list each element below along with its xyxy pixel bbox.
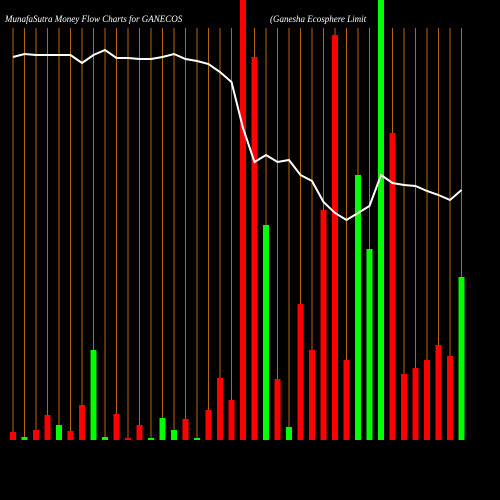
bar <box>274 379 281 440</box>
bar <box>205 410 212 440</box>
bar <box>251 57 258 440</box>
bar <box>217 378 223 440</box>
bar <box>159 418 166 440</box>
bar <box>148 438 154 440</box>
bar <box>286 427 292 440</box>
bar <box>33 430 39 440</box>
bar <box>113 414 120 440</box>
plot <box>10 0 465 440</box>
bar <box>182 419 189 440</box>
bar <box>102 437 108 440</box>
bar <box>458 277 465 440</box>
bar <box>194 438 200 440</box>
bar <box>355 175 361 440</box>
bar <box>263 225 269 440</box>
bar <box>240 0 246 440</box>
bar <box>56 425 62 440</box>
chart-subtitle: (Ganesha Ecosphere Limit <box>270 14 367 24</box>
chart-title: MunafaSutra Money Flow Charts for GANECO… <box>4 14 183 24</box>
bar <box>343 360 350 440</box>
bar <box>228 400 235 440</box>
bar <box>447 356 453 440</box>
bar <box>136 425 143 440</box>
bar <box>21 437 28 440</box>
bar <box>332 35 338 440</box>
bar <box>309 350 315 440</box>
bar <box>389 133 396 440</box>
bar <box>424 360 430 440</box>
bar <box>297 304 304 440</box>
bar <box>67 431 74 440</box>
bar <box>44 415 51 440</box>
bar <box>412 368 419 440</box>
bar <box>435 345 442 440</box>
bar <box>125 438 131 440</box>
bar <box>90 350 97 440</box>
bar <box>10 432 16 440</box>
bar <box>79 405 85 440</box>
bar <box>366 249 373 440</box>
bar <box>401 374 407 440</box>
bar <box>171 430 177 440</box>
price-line <box>12 48 463 222</box>
bar <box>378 0 384 440</box>
bar <box>320 210 327 440</box>
